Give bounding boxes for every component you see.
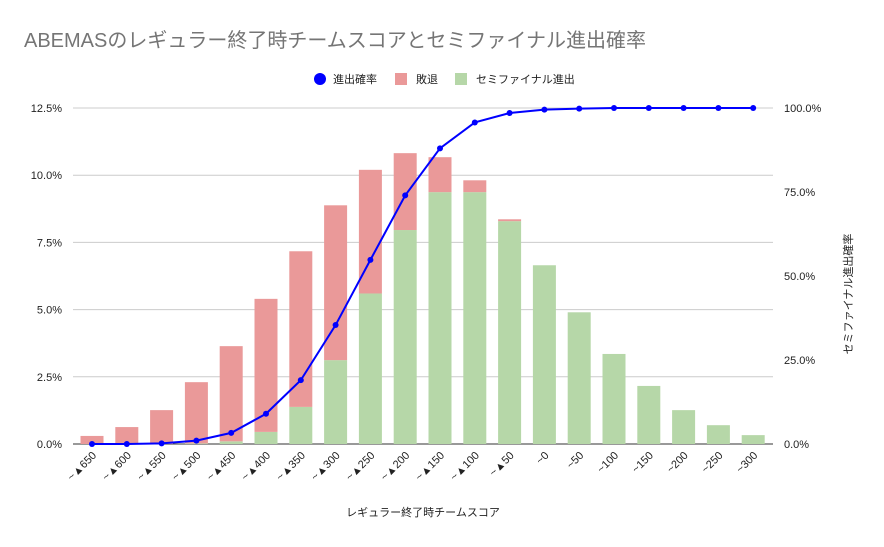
x-tick-label: ~▲300 [309,450,343,484]
point-advance-rate [437,145,443,152]
x-tick-label: ~▲550 [135,450,169,484]
bar-eliminated [254,298,278,432]
bar-semifinal [602,353,626,444]
bar-semifinal [428,192,452,444]
point-advance-rate [263,410,269,417]
y2-tick-label: 100.0% [784,103,822,115]
point-advance-rate [332,322,339,329]
y-tick-label: 7.5% [37,237,62,249]
y2-tick-label: 75.0% [784,187,815,199]
line-advance-rate [92,107,754,445]
y-tick-label: 12.5% [31,103,62,115]
y-tick-label: 10.0% [31,170,62,182]
point-advance-rate [367,256,374,263]
bar-semifinal [219,441,243,444]
x-tick-label: ~▲450 [205,450,239,484]
point-advance-rate [506,110,513,117]
bar-eliminated [358,169,382,294]
bar-semifinal [637,385,661,444]
bar-eliminated [463,180,487,193]
x-tick-label: ~0 [534,450,551,467]
point-advance-rate [541,106,548,113]
bar-semifinal [741,435,765,444]
x-tick-label: ~150 [630,450,656,476]
point-advance-rate [228,429,235,436]
point-advance-rate [576,105,583,112]
y2-axis-title: セミファイナル進出確率 [841,234,855,355]
bar-semifinal [324,360,348,444]
legend-marker-semifinal [455,73,467,85]
bar-semifinal [706,425,730,444]
x-tick-label: ~▲50 [487,450,516,479]
point-advance-rate [158,440,165,447]
point-advance-rate [123,441,130,447]
x-tick-label: ~250 [700,450,726,476]
bar-semifinal [393,230,417,444]
point-advance-rate [645,105,652,111]
bar-eliminated [150,410,174,444]
x-tick-label: ~▲250 [344,450,378,484]
x-tick-label: ~▲150 [413,450,447,484]
bar-semifinal [184,443,208,444]
legend-marker-advance-rate [314,73,326,85]
bar-semifinal [672,410,696,444]
x-tick-label: ~300 [734,450,760,476]
x-tick-label: ~▲650 [65,450,99,484]
legend-label: セミファイナル進出 [476,72,575,86]
point-advance-rate [297,377,304,384]
x-tick-label: ~▲400 [239,450,273,484]
legend-marker-eliminated [395,73,407,85]
bar-eliminated [324,205,348,361]
bar-eliminated [219,346,243,442]
y2-tick-label: 0.0% [784,439,809,451]
x-tick-label: ~100 [595,450,621,476]
point-advance-rate [471,119,478,126]
point-advance-rate [680,105,687,111]
legend-label: 進出確率 [333,72,377,86]
y-tick-label: 0.0% [37,439,62,451]
bar-semifinal [463,192,487,444]
bar-eliminated [115,427,139,444]
point-advance-rate [715,105,722,111]
y-tick-label: 5.0% [37,305,62,317]
x-tick-label: ~▲600 [100,450,134,484]
bar-eliminated [289,251,313,407]
point-advance-rate [89,441,95,447]
legend-label: 敗退 [416,72,438,86]
bar-semifinal [532,265,556,444]
x-tick-label: ~▲100 [448,450,482,484]
bar-eliminated [428,157,452,193]
x-tick-label: ~▲200 [379,450,413,484]
chart-title: ABEMASのレギュラー終了時チームスコアとセミファイナル進出確率 [24,30,646,52]
bar-eliminated [393,153,417,231]
point-advance-rate [611,105,617,111]
x-tick-label: ~▲500 [170,450,204,484]
bar-semifinal [498,221,522,444]
x-tick-label: ~200 [665,450,691,476]
bar-semifinal [289,406,313,444]
y-tick-label: 2.5% [37,372,62,384]
x-tick-label: ~50 [565,450,587,472]
bar-semifinal [254,431,278,444]
bar-eliminated [498,219,522,222]
bar-eliminated [80,435,104,444]
bar-semifinal [358,293,382,444]
x-axis-title: レギュラー終了時チームスコア [346,505,500,519]
bar-semifinal [567,312,591,444]
x-tick-label: ~▲350 [274,450,308,484]
y2-tick-label: 50.0% [784,271,815,283]
y2-tick-label: 25.0% [784,355,815,367]
point-advance-rate [402,192,409,199]
point-advance-rate [750,105,757,111]
bar-eliminated [184,382,208,444]
point-advance-rate [193,437,200,444]
